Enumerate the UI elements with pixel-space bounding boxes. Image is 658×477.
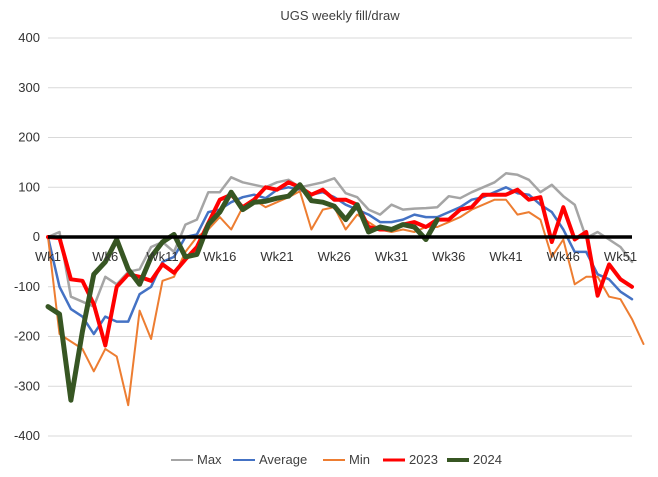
series-line-2024: [45, 182, 440, 403]
x-tick-label: Wk11: [146, 249, 178, 264]
x-tick-label: Wk36: [432, 249, 465, 264]
x-tick-label: Wk51: [604, 249, 637, 264]
series-line-max: [46, 172, 634, 308]
series-line-min: [47, 190, 645, 407]
legend: Max Average Min 2023 2024: [171, 452, 502, 467]
legend-item-2024: 2024: [447, 452, 502, 467]
y-tick-label: -100: [14, 279, 40, 294]
y-tick-label: 100: [18, 179, 40, 194]
series-line-2023: [46, 180, 634, 348]
y-tick-label: -200: [14, 329, 40, 344]
x-tick-label: Wk16: [203, 249, 236, 264]
legend-item-max: Max: [171, 452, 222, 467]
y-tick-label: 400: [18, 30, 40, 45]
x-tick-label: Wk31: [375, 249, 408, 264]
x-tick-label: Wk1: [35, 249, 61, 264]
y-tick-label: 300: [18, 80, 40, 95]
x-tick-label: Wk46: [547, 249, 580, 264]
series-lines: [45, 172, 645, 407]
y-tick-label: -300: [14, 378, 40, 393]
y-tick-label: 200: [18, 130, 40, 145]
x-axis-tick-labels: Wk1 Wk6 Wk11 Wk16 Wk21 Wk26 Wk31 Wk36 Wk41 Wk46 Wk…: [35, 249, 637, 264]
legend-item-average: Average: [233, 452, 307, 467]
y-tick-label: -400: [14, 428, 40, 443]
legend-label: Max: [197, 452, 222, 467]
legend-item-min: Min: [323, 452, 370, 467]
x-tick-label: Wk21: [260, 249, 293, 264]
legend-label: 2024: [473, 452, 502, 467]
x-tick-label: Wk26: [318, 249, 351, 264]
y-tick-label: 0: [33, 229, 40, 244]
legend-label: 2023: [409, 452, 438, 467]
x-tick-label: Wk6: [92, 249, 118, 264]
legend-label: Min: [349, 452, 370, 467]
chart-title: UGS weekly fill/draw: [280, 8, 400, 23]
gridlines: [48, 37, 632, 437]
y-axis-tick-labels: 400 300 200 100 0 -100 -200 -300 -400: [14, 30, 40, 443]
legend-label: Average: [259, 452, 307, 467]
x-tick-label: Wk41: [489, 249, 522, 264]
legend-item-2023: 2023: [383, 452, 438, 467]
